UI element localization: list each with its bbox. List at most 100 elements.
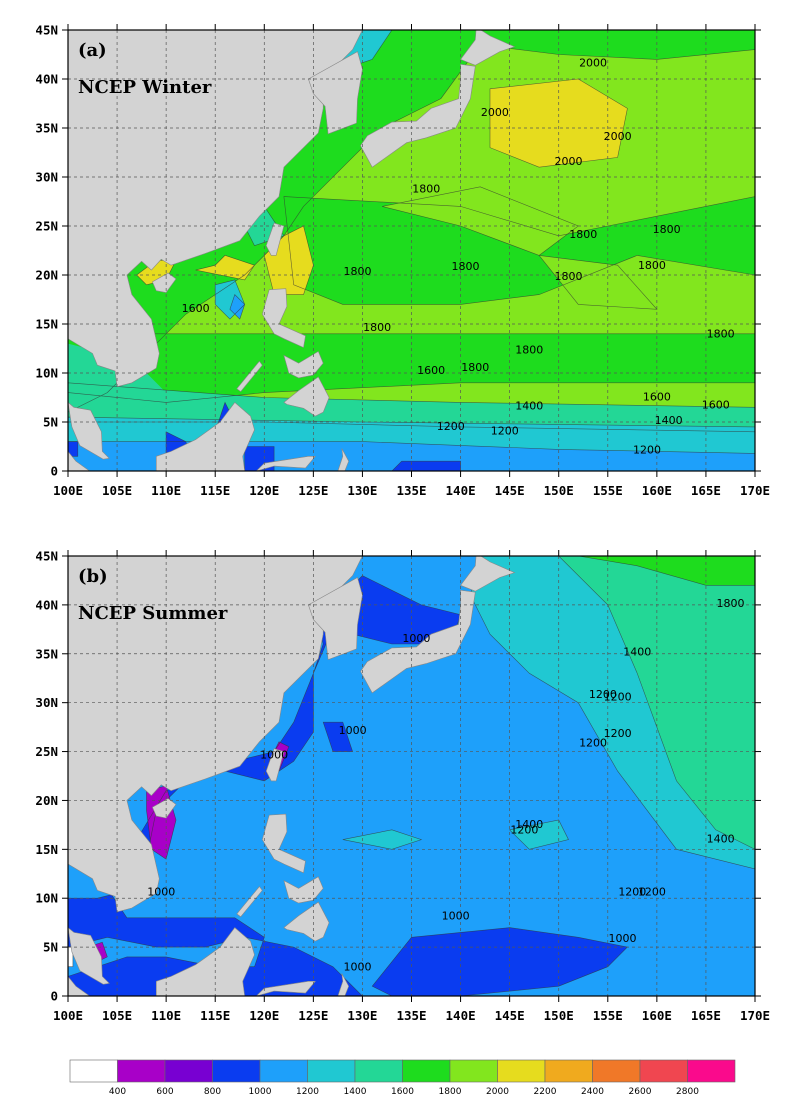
land-mindanao xyxy=(283,901,330,942)
colorbar-swatch xyxy=(164,1059,213,1083)
land-korea xyxy=(308,577,363,661)
colorbar-swatch xyxy=(307,1059,356,1083)
contour-label: 1200 xyxy=(437,420,465,433)
x-tick-label: 105E xyxy=(102,483,132,498)
map-summer: 100E 105E 110E 115E 120E 125E 130E 135E 140E 145E… xyxy=(35,549,770,1024)
land-taiwan xyxy=(265,748,285,782)
band-22 xyxy=(391,461,461,471)
y-tick-label: 25N xyxy=(35,744,58,759)
y-tick-label: 45N xyxy=(35,23,58,38)
colorbar-label: 2200 xyxy=(534,1087,557,1097)
x-tick-label: 155E xyxy=(593,483,623,498)
colorbar-swatch xyxy=(69,1059,118,1083)
contour-line xyxy=(283,196,755,305)
land-malaya xyxy=(68,927,110,985)
land-layer xyxy=(68,556,516,996)
band-4 xyxy=(342,829,422,850)
land-japan xyxy=(360,589,476,694)
x-tick-label: 140E xyxy=(446,1008,476,1023)
land-borneo xyxy=(156,927,255,996)
colorbar-swatch xyxy=(212,1059,261,1083)
contour-line xyxy=(470,556,755,870)
band-3 xyxy=(382,186,579,256)
band-12 xyxy=(195,255,255,280)
panel-title: NCEP Summer xyxy=(78,603,228,624)
y-tick-label: 30N xyxy=(35,695,58,710)
x-tick-label: 105E xyxy=(102,1008,132,1023)
contour-line xyxy=(508,819,569,850)
contour-line xyxy=(538,255,658,310)
band-7 xyxy=(342,575,461,644)
land-halmahera xyxy=(337,973,350,996)
x-tick-label: 125E xyxy=(298,483,328,498)
y-tick-label: 5N xyxy=(43,940,58,955)
contour-line xyxy=(68,556,363,996)
contour-label: 1800 xyxy=(569,228,597,241)
land-visayas xyxy=(283,876,324,904)
land-palawan xyxy=(236,360,263,393)
x-tick-label: 135E xyxy=(396,1008,426,1023)
contour-line xyxy=(371,927,629,996)
contour-label: 1200 xyxy=(510,824,538,837)
land-layer xyxy=(68,30,516,471)
contour-line xyxy=(195,255,255,281)
land-mindanao xyxy=(283,376,330,417)
contour-line xyxy=(244,446,275,471)
y-tick-label: 20N xyxy=(35,793,58,808)
contour-label: 1800 xyxy=(515,343,543,356)
y-tick-label: 10N xyxy=(35,891,58,906)
band-15 xyxy=(229,294,245,320)
x-tick-label: 165E xyxy=(691,483,721,498)
x-tick-label: 135E xyxy=(396,483,426,498)
land-sumatra xyxy=(68,450,91,471)
colorbar: 400 600 800 1000 1200 1400 1600 1800 2000 2200 240… xyxy=(0,1050,787,1111)
y-tick-label: 40N xyxy=(35,72,58,87)
band-8 xyxy=(372,927,628,996)
y-tick-label: 35N xyxy=(35,121,58,136)
colorbar-label: 1800 xyxy=(439,1087,462,1097)
colorbar-swatch xyxy=(687,1059,736,1083)
band-9 xyxy=(490,79,628,168)
contour-label: 1400 xyxy=(655,414,683,427)
band-5 xyxy=(509,820,569,850)
x-tick-label: 110E xyxy=(151,1008,181,1023)
band-2 xyxy=(283,196,755,305)
colorbar-label: 2000 xyxy=(486,1087,509,1097)
land-sumatra xyxy=(68,975,91,996)
contour-line xyxy=(391,460,461,471)
x-tick-label: 125E xyxy=(298,1008,328,1023)
contour-label: 1200 xyxy=(618,885,646,898)
contour-label: 1200 xyxy=(491,425,519,438)
x-tick-label: 130E xyxy=(347,483,377,498)
contour-label: 1800 xyxy=(451,260,479,273)
colorbar-label: 2600 xyxy=(629,1087,652,1097)
land-luzon xyxy=(261,813,306,874)
y-tick-label: 20N xyxy=(35,268,58,283)
contour-label: 1800 xyxy=(555,270,583,283)
colorbar-label: 2400 xyxy=(581,1087,604,1097)
y-tick-label: 35N xyxy=(35,646,58,661)
contour-label: 1400 xyxy=(515,818,543,831)
contour-label: 1800 xyxy=(638,259,666,272)
y-tick-label: 30N xyxy=(35,170,58,185)
contour-label: 1200 xyxy=(589,688,617,701)
contour-label: 1800 xyxy=(363,321,391,334)
contour-label: 1000 xyxy=(260,748,288,761)
land-taiwan xyxy=(265,222,285,256)
contour-label: 2000 xyxy=(481,106,509,119)
colorbar-swatch xyxy=(592,1059,641,1083)
colorbar-label: 1200 xyxy=(296,1087,319,1097)
colorbar-swatch xyxy=(354,1059,403,1083)
y-tick-label: 5N xyxy=(43,415,58,430)
x-tick-label: 150E xyxy=(544,1008,574,1023)
x-tick-label: 145E xyxy=(495,483,525,498)
y-tick-label: 0 xyxy=(50,464,58,479)
contour-label: 1400 xyxy=(515,399,543,412)
band-18 xyxy=(68,441,78,457)
contour-label: 1400 xyxy=(707,832,735,845)
grid xyxy=(68,30,755,471)
colorbar-svg: 400 600 800 1000 1200 1400 1600 1800 2000 2200 240… xyxy=(69,1059,736,1097)
land-hokkaido xyxy=(460,556,516,592)
land-luzon xyxy=(261,288,306,348)
land-hainan xyxy=(152,798,177,819)
